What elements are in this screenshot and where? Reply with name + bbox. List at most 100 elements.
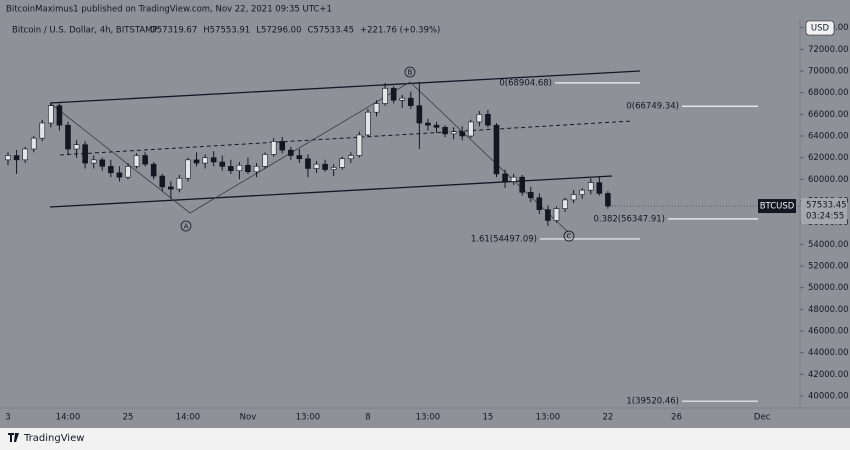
wave-label: C xyxy=(567,233,572,241)
candle-body xyxy=(382,88,388,104)
candle-body xyxy=(99,159,106,167)
candle-body xyxy=(407,97,414,106)
ticker: BTCUSD xyxy=(760,202,795,212)
y-tick-label: 52000.00 xyxy=(808,261,849,271)
ohlc-value: H57553.91 xyxy=(203,26,250,36)
ticker-box xyxy=(758,199,796,214)
candle-body xyxy=(202,157,208,164)
y-tick-label: 42000.00 xyxy=(808,370,849,380)
candle-body xyxy=(5,155,11,161)
x-tick-label: 13:00 xyxy=(536,413,561,423)
wave-label: B xyxy=(408,69,413,77)
candle-body xyxy=(228,166,234,171)
chart-background xyxy=(0,0,850,428)
symbol: Bitcoin / U.S. Dollar, 4h, BITSTAMP xyxy=(12,26,158,36)
candle-body xyxy=(73,144,80,150)
y-tick-label: 54000.00 xyxy=(808,240,849,250)
wave-circle xyxy=(563,230,575,242)
candle-body xyxy=(279,141,286,151)
x-tick-label: 3 xyxy=(5,413,10,423)
candle-body xyxy=(253,166,260,173)
y-tick-label: 68000.00 xyxy=(808,88,849,98)
candle-body xyxy=(373,103,380,113)
candle-body xyxy=(305,158,311,169)
candle-body xyxy=(22,148,28,161)
candle-body xyxy=(56,105,63,126)
candle-body xyxy=(116,172,123,178)
y-tick-label: 44000.00 xyxy=(808,348,849,358)
candle-body xyxy=(210,157,217,163)
candle-body xyxy=(347,155,354,160)
candle-body xyxy=(433,124,440,128)
wave-circle xyxy=(180,220,192,232)
channel-lower xyxy=(49,175,613,208)
candle-body xyxy=(90,159,97,164)
candle-body xyxy=(193,159,200,164)
wave-path xyxy=(49,81,569,233)
x-tick-label: 14:00 xyxy=(56,413,81,423)
ohlc-value: L57296.00 xyxy=(256,26,301,36)
brand: TradingView xyxy=(23,433,84,444)
candle-body xyxy=(416,105,423,124)
countdown: 03:24:55 xyxy=(806,212,844,222)
candle-body xyxy=(467,121,474,137)
candle-body xyxy=(125,166,131,178)
candle-body xyxy=(159,175,166,188)
candle-body xyxy=(459,131,466,137)
candle-body xyxy=(176,177,183,190)
publisher: BitcoinMaximus1 published on TradingView… xyxy=(6,5,332,15)
x-tick-label: Dec xyxy=(754,413,771,423)
wave-circle xyxy=(404,66,416,78)
channel-upper xyxy=(49,70,641,104)
brand-logo xyxy=(8,433,19,442)
candle-body xyxy=(562,199,568,209)
candle-body xyxy=(553,208,560,221)
y-tick-label: 72000.00 xyxy=(808,45,849,55)
x-tick-label: 22 xyxy=(602,413,613,423)
candle-body xyxy=(596,182,603,194)
x-tick-label: 14:00 xyxy=(176,413,201,423)
candle-body xyxy=(510,176,517,182)
candle-body xyxy=(442,127,448,135)
candle-body xyxy=(48,105,54,124)
plot xyxy=(5,81,611,226)
candle-body xyxy=(262,154,268,167)
candle-body xyxy=(390,88,397,101)
y-tick-label: 48000.00 xyxy=(808,305,849,315)
candle-body xyxy=(219,161,226,167)
y-tick-label: 70000.00 xyxy=(808,67,849,77)
candle-body xyxy=(142,155,148,165)
y-tick-label: 64000.00 xyxy=(808,132,849,142)
ohlc-values: O57319.67 H57553.91 L57296.00 C57533.45 +221… xyxy=(150,26,440,36)
candle-body xyxy=(30,137,37,150)
candle-body xyxy=(570,194,577,201)
wave-label: A xyxy=(184,223,189,231)
candle-body xyxy=(330,167,337,170)
y-tick-label: 60000.00 xyxy=(808,175,849,185)
candle-body xyxy=(587,182,594,191)
candle-body xyxy=(185,159,191,179)
candle-body xyxy=(150,163,157,177)
candle-body xyxy=(536,197,543,210)
candle-body xyxy=(339,158,346,168)
y-tick-label: 66000.00 xyxy=(808,110,849,120)
candle-body xyxy=(65,124,71,150)
candle-body xyxy=(485,114,491,126)
y-tick-label: 46000.00 xyxy=(808,326,849,336)
candle-body xyxy=(168,186,174,190)
candle-body xyxy=(236,164,243,171)
candle-body xyxy=(313,163,320,169)
x-tick-label: 25 xyxy=(123,413,134,423)
fib-label: 0(66749.34) xyxy=(626,102,679,112)
ohlc-value: O57319.67 xyxy=(150,26,197,36)
ohlc-value: C57533.45 xyxy=(308,26,355,36)
candle-body xyxy=(493,124,500,175)
candle-body xyxy=(133,155,140,167)
x-tick-label: 15 xyxy=(483,413,494,423)
candle-body xyxy=(39,122,46,139)
fib-label: 0(68904.68) xyxy=(499,78,552,88)
footer-background xyxy=(0,428,850,450)
currency: USD xyxy=(811,24,830,34)
x-tick-label: Nov xyxy=(240,413,257,423)
candle-body xyxy=(425,122,431,126)
